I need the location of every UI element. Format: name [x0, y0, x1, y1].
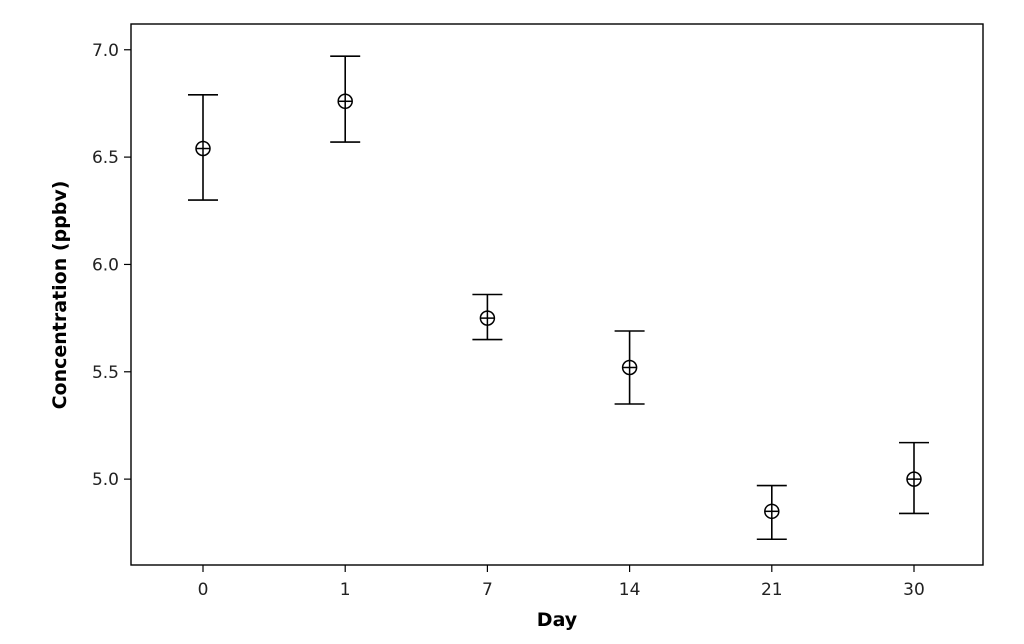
data-marks: [188, 55, 929, 541]
x-tick-label: 30: [903, 580, 925, 600]
y-tick-label: 7.0: [92, 41, 119, 61]
x-axis: 0 1 7 14 21 30: [198, 565, 925, 600]
data-point-7: [472, 293, 503, 341]
y-tick-label: 5.0: [92, 470, 119, 490]
y-axis: 5.0 5.5 6.0 6.5 7.0: [92, 41, 131, 490]
x-tick-label: 14: [619, 580, 641, 600]
y-axis-title: Concentration (ppbv): [49, 181, 71, 410]
y-tick-label: 5.5: [92, 363, 119, 383]
y-tick-label: 6.0: [92, 255, 119, 275]
y-tick-label: 6.5: [92, 148, 119, 168]
data-point-0: [188, 94, 218, 201]
x-tick-label: 0: [198, 580, 209, 600]
x-axis-title: Day: [537, 609, 578, 631]
x-tick-label: 7: [482, 580, 493, 600]
x-tick-label: 21: [761, 580, 783, 600]
plot-frame: [130, 23, 984, 566]
data-point-14: [614, 330, 645, 405]
data-point-1: [330, 55, 361, 143]
x-tick-label: 1: [340, 580, 351, 600]
data-point-30: [899, 441, 929, 515]
data-point-21: [756, 484, 787, 541]
